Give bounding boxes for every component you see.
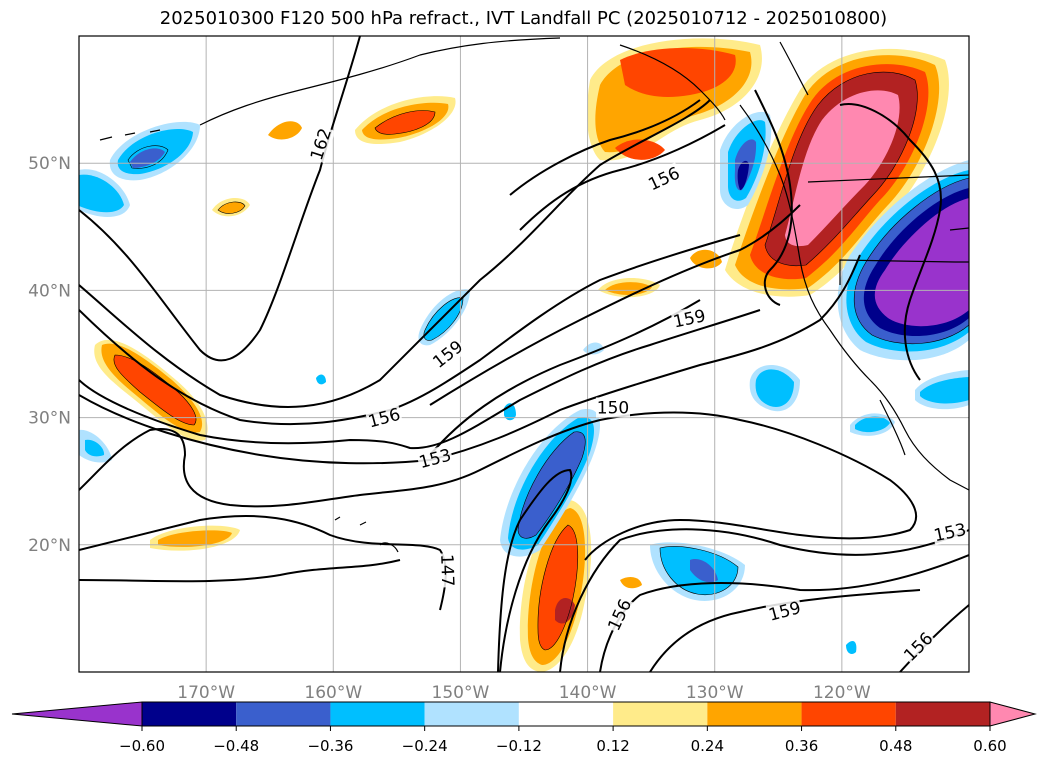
colorbar-swatch: [236, 702, 331, 726]
coastlines: [99, 37, 969, 553]
contour-label: 159: [765, 596, 804, 626]
lat-tick-label: 20°N: [28, 536, 71, 556]
colorbar-tick-label: 0.36: [785, 737, 818, 755]
map-frame: [78, 35, 970, 673]
colorbar-tick-label: 0.60: [973, 737, 1006, 755]
colorbar-tick-label: 0.48: [879, 737, 912, 755]
contour-label: 156: [644, 162, 684, 195]
contour-label-text: 156: [900, 629, 937, 666]
contour-label: 153: [931, 518, 969, 546]
colorbar-tick-label: −0.12: [496, 737, 542, 755]
colorbar-swatch: [895, 702, 990, 726]
colorbar-swatch: [424, 702, 519, 726]
contour-label-text: 150: [597, 398, 629, 418]
lon-tick-label: 160°W: [304, 683, 362, 703]
colorbar-tick-label: 0.12: [596, 737, 629, 755]
lon-tick-label: 120°W: [813, 683, 871, 703]
axis-labels: 20°N 30°N 40°N 50°N 170°W 160°W 150°W 140°W 130°…: [28, 154, 871, 703]
colorbar-tick-label: −0.36: [307, 737, 353, 755]
colorbar-extend-high: [989, 701, 1037, 727]
lon-tick-label: 170°W: [177, 683, 235, 703]
colorbar-tick-label: −0.60: [119, 737, 165, 755]
contour-label: 150: [596, 397, 630, 418]
colorbar-swatch: [518, 702, 614, 726]
contour-label-text: 153: [932, 520, 968, 546]
contour-label-text: 159: [429, 337, 467, 373]
colorbar-tick-label: −0.48: [213, 737, 259, 755]
colorbar-swatch: [613, 702, 708, 726]
lon-tick-label: 150°W: [432, 683, 490, 703]
contour-label-text: 159: [767, 598, 804, 626]
lat-tick-label: 50°N: [28, 154, 71, 174]
shading-layer: [79, 38, 969, 672]
contour-label-text: 153: [417, 445, 454, 473]
contour-label: 156: [365, 403, 404, 433]
colorbar-swatch: [707, 702, 802, 726]
colorbar-swatch: [801, 702, 896, 726]
shading-outlines: [113, 71, 969, 651]
lon-tick-label: 130°W: [686, 683, 744, 703]
contour-label-text: 156: [366, 405, 403, 433]
contour-label-text: 147: [436, 554, 457, 587]
contour-label: 147: [436, 552, 459, 588]
lat-tick-label: 30°N: [28, 409, 71, 429]
lat-tick-label: 40°N: [28, 281, 71, 301]
colorbar-tick-label: 0.24: [691, 737, 724, 755]
colorbar-extend-low: [11, 701, 143, 727]
contour-label: 156: [603, 595, 636, 635]
colorbar-swatch: [142, 702, 237, 726]
contour-label: 162: [305, 124, 336, 164]
colorbar-frame: [141, 701, 991, 727]
map-title: 2025010300 F120 500 hPa refract., IVT La…: [159, 8, 888, 29]
lon-tick-label: 140°W: [559, 683, 617, 703]
colorbar-swatch: [330, 702, 425, 726]
colorbar-tick-label: −0.24: [402, 737, 448, 755]
contour-label-text: 162: [307, 126, 336, 163]
contour-label: 156: [899, 627, 937, 666]
colorbar: −0.60 −0.48 −0.36 −0.24 −0.12 0.12 0.24 0.36 0.4…: [11, 701, 1037, 755]
